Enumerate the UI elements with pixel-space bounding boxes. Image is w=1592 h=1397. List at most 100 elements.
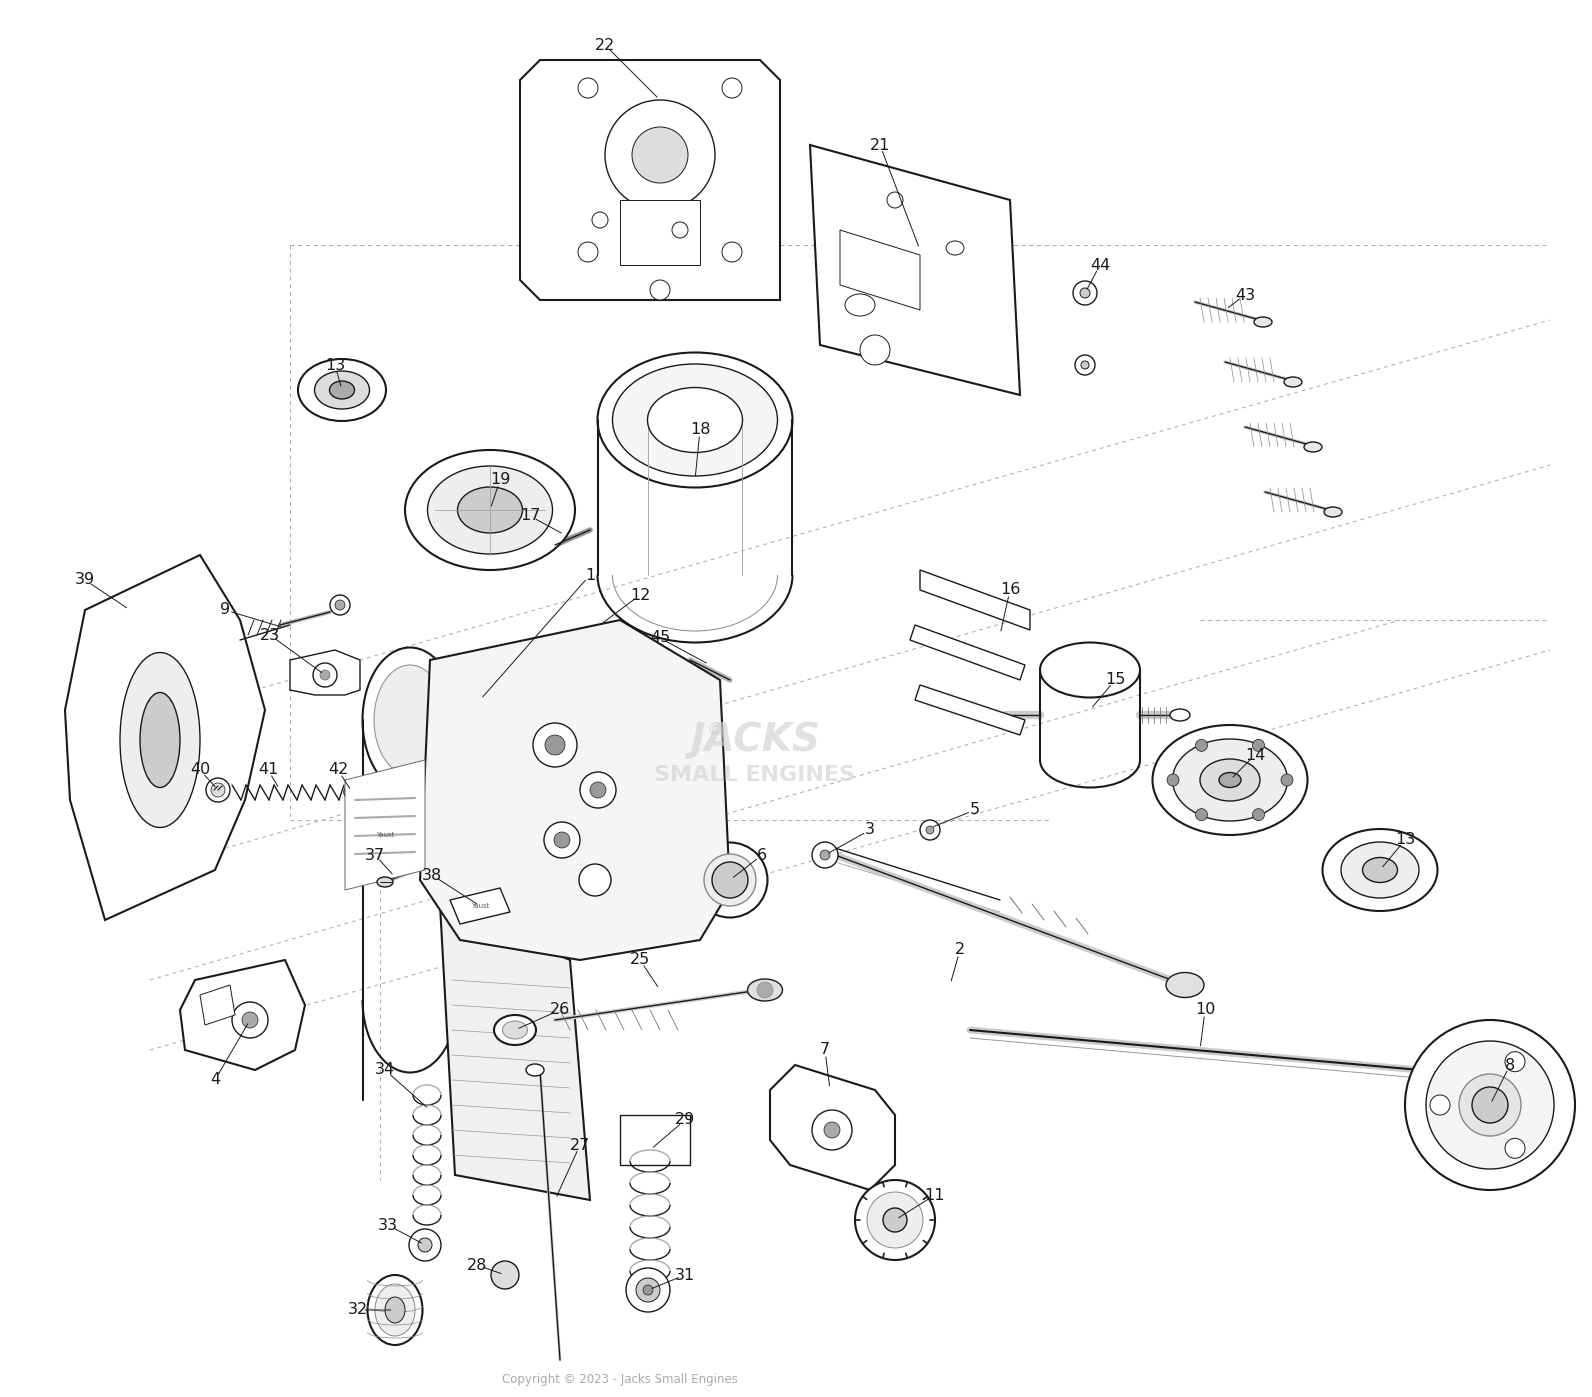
- Circle shape: [242, 1011, 258, 1028]
- Text: 12: 12: [630, 588, 650, 602]
- Text: SMALL ENGINES: SMALL ENGINES: [654, 766, 855, 785]
- Polygon shape: [420, 620, 731, 960]
- Circle shape: [578, 78, 599, 98]
- Circle shape: [626, 1268, 670, 1312]
- Text: 31: 31: [675, 1267, 696, 1282]
- Text: 42: 42: [328, 763, 349, 778]
- Circle shape: [1167, 774, 1180, 787]
- Text: 14: 14: [1245, 747, 1266, 763]
- Polygon shape: [841, 231, 920, 310]
- Circle shape: [1079, 288, 1091, 298]
- Text: 8: 8: [1504, 1058, 1516, 1073]
- Circle shape: [205, 778, 229, 802]
- Text: 22: 22: [595, 38, 615, 53]
- Ellipse shape: [1363, 858, 1398, 883]
- Ellipse shape: [1172, 739, 1288, 821]
- Circle shape: [1253, 809, 1264, 820]
- Text: 3: 3: [864, 823, 876, 837]
- Polygon shape: [920, 570, 1030, 630]
- Circle shape: [650, 279, 670, 300]
- Ellipse shape: [525, 1065, 544, 1076]
- Circle shape: [1196, 809, 1207, 820]
- Circle shape: [643, 1285, 653, 1295]
- Polygon shape: [771, 1065, 895, 1190]
- Ellipse shape: [1040, 643, 1140, 697]
- Polygon shape: [451, 888, 509, 923]
- Text: 25: 25: [630, 953, 650, 968]
- Ellipse shape: [298, 359, 385, 420]
- Ellipse shape: [404, 450, 575, 570]
- Circle shape: [1081, 360, 1089, 369]
- Ellipse shape: [140, 693, 180, 788]
- Circle shape: [591, 782, 607, 798]
- Text: 7: 7: [820, 1042, 829, 1058]
- Circle shape: [605, 101, 715, 210]
- Circle shape: [409, 1229, 441, 1261]
- Circle shape: [672, 222, 688, 237]
- Text: 37: 37: [365, 848, 385, 862]
- Polygon shape: [521, 60, 780, 300]
- Polygon shape: [810, 145, 1020, 395]
- Ellipse shape: [1304, 441, 1321, 453]
- Circle shape: [533, 724, 576, 767]
- Ellipse shape: [503, 1021, 527, 1039]
- Circle shape: [579, 863, 611, 895]
- Ellipse shape: [385, 1296, 404, 1323]
- Text: 44: 44: [1091, 257, 1110, 272]
- Ellipse shape: [946, 242, 965, 256]
- Text: ©: ©: [707, 721, 723, 739]
- Text: 13: 13: [325, 358, 345, 373]
- Ellipse shape: [1165, 972, 1204, 997]
- Circle shape: [490, 1261, 519, 1289]
- Polygon shape: [201, 985, 236, 1025]
- Circle shape: [344, 784, 360, 800]
- Text: 19: 19: [490, 472, 509, 488]
- Text: 5: 5: [970, 802, 981, 817]
- Polygon shape: [65, 555, 264, 921]
- Ellipse shape: [494, 1016, 537, 1045]
- Ellipse shape: [1219, 773, 1242, 788]
- Circle shape: [554, 833, 570, 848]
- Ellipse shape: [1200, 759, 1259, 800]
- Circle shape: [1073, 281, 1097, 305]
- Circle shape: [825, 1122, 841, 1139]
- Ellipse shape: [330, 381, 355, 400]
- Circle shape: [887, 191, 903, 208]
- Polygon shape: [180, 960, 306, 1070]
- Text: 27: 27: [570, 1137, 591, 1153]
- Circle shape: [544, 821, 579, 858]
- Ellipse shape: [704, 854, 756, 907]
- Circle shape: [544, 735, 565, 754]
- Circle shape: [712, 862, 748, 898]
- Ellipse shape: [1170, 710, 1189, 721]
- Ellipse shape: [1458, 1074, 1520, 1136]
- Text: Yaust: Yaust: [376, 833, 395, 838]
- Circle shape: [232, 1002, 267, 1038]
- Text: Copyright © 2023 - Jacks Small Engines: Copyright © 2023 - Jacks Small Engines: [501, 1373, 739, 1386]
- Text: 11: 11: [925, 1187, 946, 1203]
- Text: Yaust: Yaust: [471, 902, 489, 909]
- Circle shape: [635, 1278, 661, 1302]
- Text: 45: 45: [650, 630, 670, 645]
- Circle shape: [419, 1238, 431, 1252]
- Circle shape: [868, 1192, 923, 1248]
- Circle shape: [920, 820, 939, 840]
- Text: 15: 15: [1105, 672, 1126, 687]
- Polygon shape: [619, 1115, 689, 1165]
- Ellipse shape: [376, 1284, 416, 1336]
- Circle shape: [1504, 1139, 1525, 1158]
- Ellipse shape: [613, 365, 777, 476]
- Circle shape: [927, 826, 935, 834]
- Text: 23: 23: [259, 627, 280, 643]
- Polygon shape: [439, 905, 591, 1200]
- Circle shape: [758, 982, 774, 997]
- Text: 13: 13: [1395, 833, 1415, 848]
- Circle shape: [632, 127, 688, 183]
- Text: 18: 18: [689, 422, 710, 437]
- Circle shape: [1473, 1087, 1508, 1123]
- Circle shape: [1430, 1095, 1450, 1115]
- Circle shape: [820, 849, 829, 861]
- Text: 2: 2: [955, 943, 965, 957]
- Polygon shape: [290, 650, 360, 694]
- Ellipse shape: [1426, 1041, 1554, 1169]
